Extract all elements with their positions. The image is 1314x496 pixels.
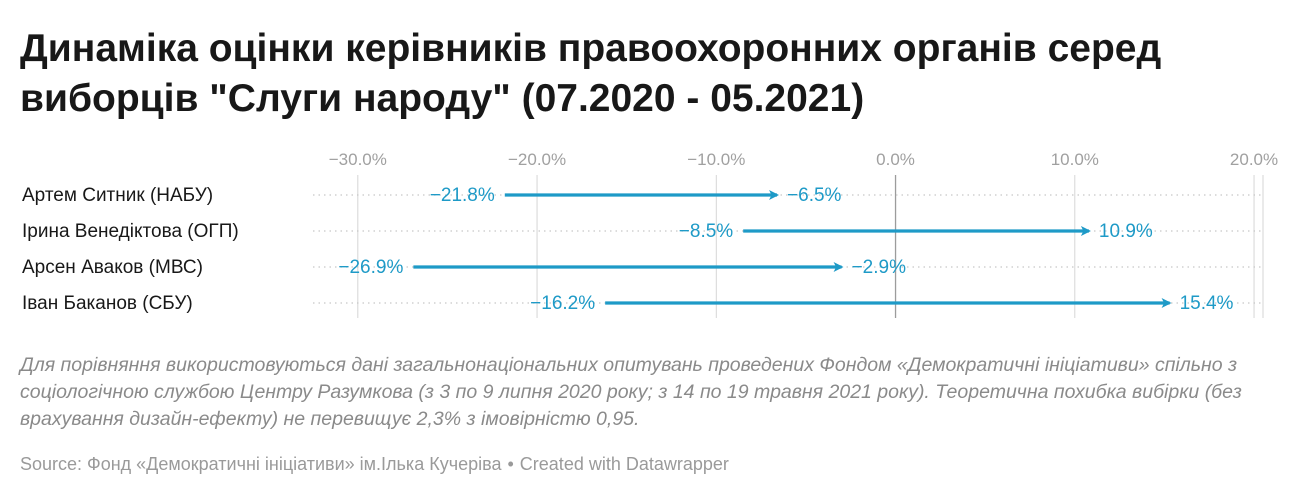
x-tick-label: 10.0% [1051,150,1099,169]
start-value-label: −16.2% [530,293,595,314]
chart-notes: Для порівняння використовуються дані заг… [20,354,1242,430]
end-value-label: −6.5% [787,185,842,206]
x-tick-label: −10.0% [687,150,745,169]
arrow-chart-svg: −30.0% −20.0% −10.0% 0.0% 10.0% 20.0% Артем Си… [22,150,1278,318]
row-label: Ірина Венедіктова (ОГП) [22,221,239,242]
x-tick-label: 20.0% [1230,150,1278,169]
end-value-label: −2.9% [852,257,907,278]
start-value-label: −8.5% [679,221,734,242]
x-tick-label: −30.0% [329,150,387,169]
row-label: Іван Баканов (СБУ) [22,293,193,314]
x-tick-label: −20.0% [508,150,566,169]
end-value-label: 15.4% [1180,293,1234,314]
x-tick-label: 0.0% [876,150,915,169]
arrow-chart: −30.0% −20.0% −10.0% 0.0% 10.0% 20.0% Артем Си… [0,140,1314,330]
footer-separator: • [507,454,514,474]
chart-title: Динаміка оцінки керівників правоохоронни… [20,27,1162,120]
chart-footer: Source: Фонд «Демократичні ініціативи» і… [20,452,729,476]
row-label: Артем Ситник (НАБУ) [22,185,213,206]
start-value-label: −21.8% [430,185,495,206]
source-text: Source: Фонд «Демократичні ініціативи» і… [20,454,502,474]
credit-text: Created with Datawrapper [519,454,729,474]
end-value-label: 10.9% [1099,221,1153,242]
start-value-label: −26.9% [338,257,403,278]
row-label: Арсен Аваков (МВС) [22,257,203,278]
